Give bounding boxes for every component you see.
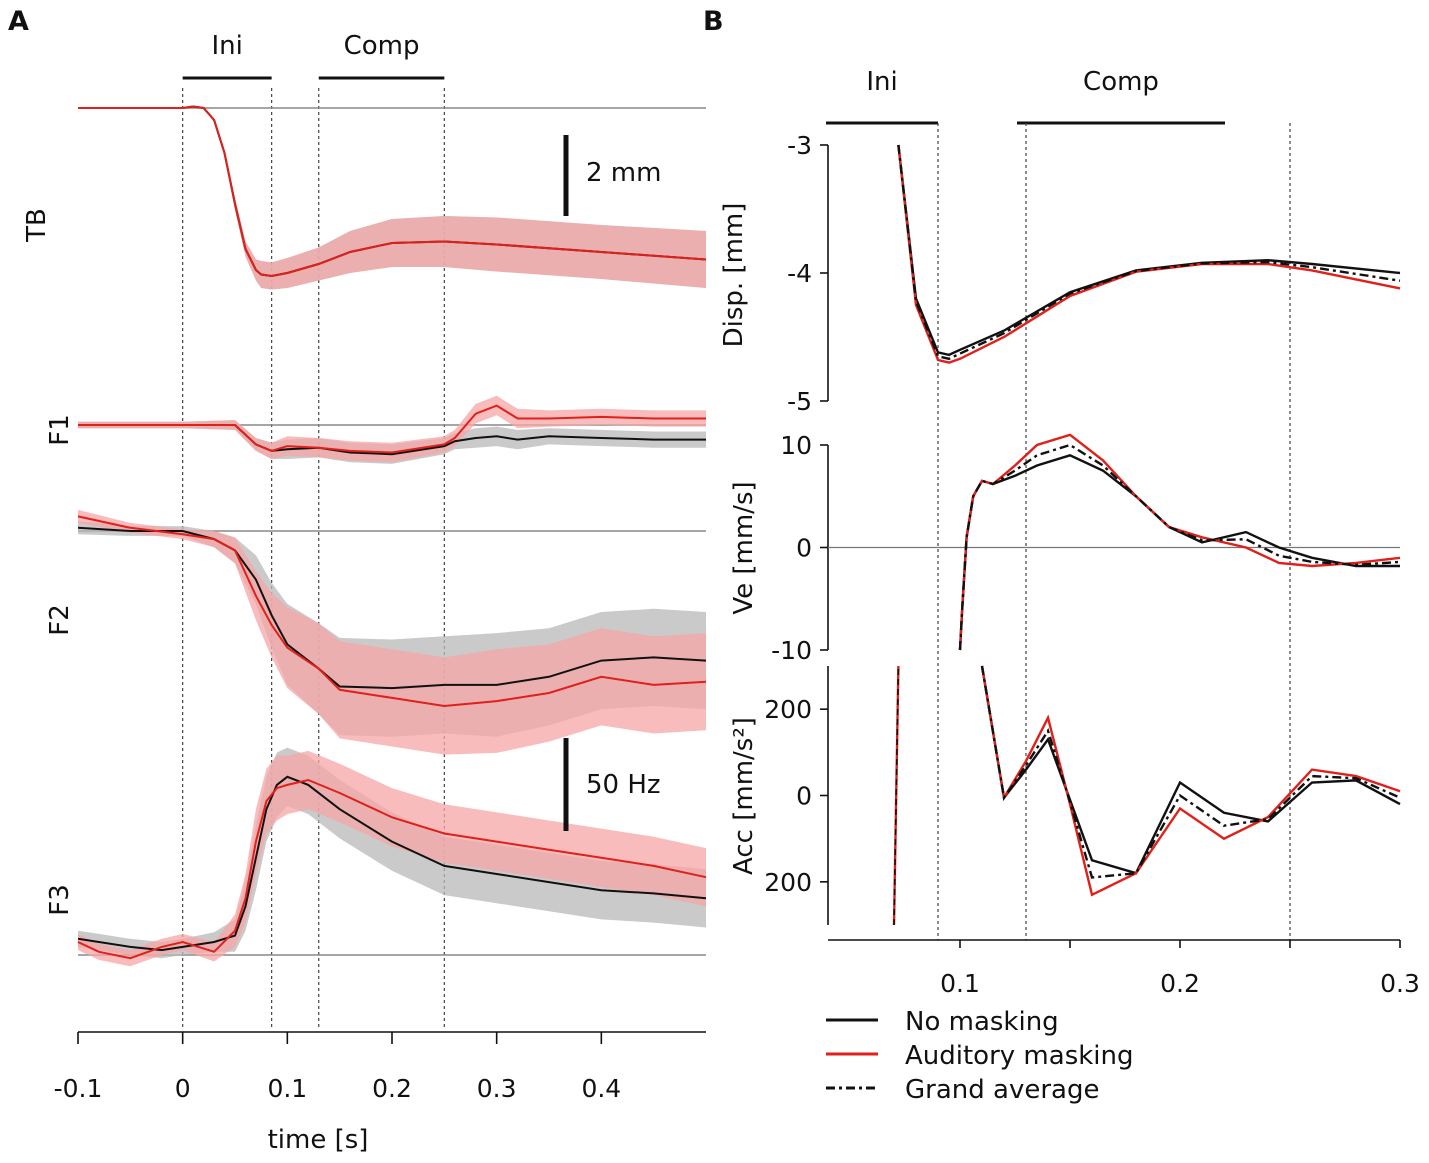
x-tick-label-b-1: 0.2 <box>1160 969 1200 998</box>
panel-b-phase-bars: Ini Comp <box>826 67 1225 125</box>
band-black-f1 <box>78 420 706 464</box>
x-tick-label-a-3: 0.2 <box>372 1074 412 1103</box>
panel-a-rows <box>77 105 707 967</box>
y-tick-label-acc-2: 200 <box>764 868 812 897</box>
legend: No masking Auditory masking Grand averag… <box>826 1007 1134 1105</box>
line-red-f2 <box>77 515 707 708</box>
line-red-f3 <box>77 778 707 960</box>
y-tick-label-ve-1: 0 <box>796 534 812 563</box>
x-tick-label-a-2: 0.1 <box>267 1074 307 1103</box>
line-red-f1 <box>78 404 706 454</box>
x-tick-label-b-0: 0.1 <box>940 969 980 998</box>
row-label-f1: F1 <box>45 414 75 446</box>
acc-early-spike-black <box>893 665 900 926</box>
x-tick-label-a-1: 0 <box>175 1074 191 1103</box>
x-tick-label-a-0: -0.1 <box>54 1074 103 1103</box>
panel-b-letter: B <box>703 6 724 37</box>
panel-a-x-ticks: -0.1 0 0.1 0.2 0.3 0.4 <box>54 1032 621 1103</box>
x-tick-label-a-4: 0.3 <box>477 1074 517 1103</box>
scale-bar-50hz-label: 50 Hz <box>586 770 661 800</box>
legend-label-grand-average: Grand average <box>905 1075 1099 1105</box>
ylabel-ve: Ve [mm/s] <box>729 481 759 614</box>
legend-label-no-masking: No masking <box>905 1007 1059 1037</box>
line-no-masking-disp <box>897 144 1401 357</box>
x-tick-label-a-5: 0.4 <box>581 1074 621 1103</box>
y-tick-label-disp-1: -4 <box>787 259 812 288</box>
panel-a-letter: A <box>8 6 29 37</box>
line-no-masking-acc <box>980 665 1401 875</box>
ylabel-disp: Disp. [mm] <box>719 203 749 348</box>
panel-b-x-ticks: 0.1 0.2 0.3 <box>940 940 1420 998</box>
y-tick-label-disp-2: -5 <box>787 387 812 416</box>
band-red-f1 <box>78 395 706 463</box>
y-tick-label-acc-0: 200 <box>764 695 812 724</box>
y-tick-label-disp-0: -3 <box>787 131 812 160</box>
line-auditory-masking-acc <box>980 665 1401 897</box>
line-red-tb <box>78 105 707 278</box>
line-black-f3 <box>77 775 707 952</box>
line-grand-average-disp <box>897 144 1401 361</box>
panel-a-x-label: time [s] <box>268 1125 369 1155</box>
phase-label-b-comp: Comp <box>1083 67 1159 97</box>
line-auditory-masking-disp <box>897 144 1401 364</box>
y-tick-label-ve-0: 10 <box>780 431 812 460</box>
phase-label-a-comp: Comp <box>344 31 420 61</box>
legend-label-auditory-masking: Auditory masking <box>905 1041 1134 1071</box>
band-black-f3 <box>78 747 706 959</box>
phase-label-a-ini: Ini <box>211 31 242 61</box>
panel-b-vlines <box>937 123 1291 940</box>
line-grand-average-acc <box>980 665 1401 879</box>
panel-b-rows: -3 -4 -5 10 0 -10 200 0 200 <box>764 131 1401 926</box>
phase-label-b-ini: Ini <box>866 67 897 97</box>
x-tick-label-b-2: 0.3 <box>1380 969 1420 998</box>
row-label-f2: F2 <box>45 604 75 636</box>
row-label-f3: F3 <box>45 884 75 916</box>
panel-a-phase-bars: Ini Comp <box>182 31 445 80</box>
ylabel-acc: Acc [mm/s²] <box>729 717 759 875</box>
band-red-f3 <box>78 750 706 967</box>
band-red-tb <box>78 106 706 290</box>
band-red-f2 <box>78 509 706 755</box>
y-tick-label-ve-2: -10 <box>771 636 812 665</box>
line-grand-average-ve <box>958 443 1401 651</box>
scale-bar-2mm-label: 2 mm <box>586 158 661 188</box>
row-label-tb: TB <box>22 208 52 243</box>
y-tick-label-acc-1: 0 <box>796 782 812 811</box>
